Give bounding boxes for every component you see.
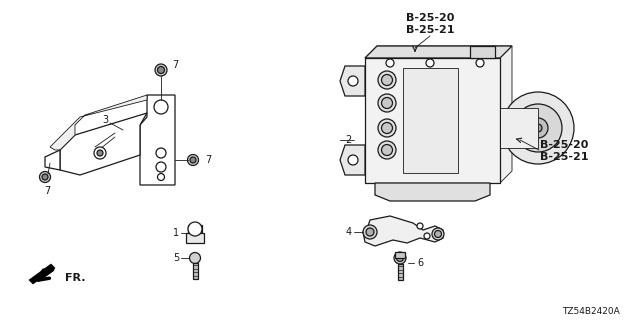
Circle shape: [381, 123, 392, 133]
Text: 6: 6: [417, 258, 423, 268]
Circle shape: [381, 75, 392, 85]
Circle shape: [156, 148, 166, 158]
Polygon shape: [340, 145, 365, 175]
Text: B-25-20: B-25-20: [540, 140, 588, 150]
Text: 3: 3: [102, 115, 108, 125]
Polygon shape: [140, 95, 175, 185]
Text: 7: 7: [44, 186, 50, 196]
Circle shape: [417, 223, 423, 229]
Bar: [470, 46, 495, 58]
Bar: [186, 233, 204, 243]
Circle shape: [188, 222, 202, 236]
Bar: [500, 108, 538, 148]
Circle shape: [94, 147, 106, 159]
Bar: [193, 263, 198, 279]
Circle shape: [154, 100, 168, 114]
Circle shape: [394, 252, 406, 264]
Circle shape: [155, 64, 167, 76]
Circle shape: [378, 94, 396, 112]
Circle shape: [157, 67, 164, 74]
Text: 2: 2: [346, 135, 352, 145]
Text: 5: 5: [173, 253, 179, 263]
Circle shape: [378, 141, 396, 159]
Circle shape: [378, 119, 396, 137]
Circle shape: [190, 157, 196, 163]
Circle shape: [514, 104, 562, 152]
Polygon shape: [365, 46, 512, 183]
Circle shape: [366, 228, 374, 236]
Text: B-25-20: B-25-20: [406, 13, 454, 23]
Text: 4: 4: [346, 227, 352, 237]
Circle shape: [42, 174, 48, 180]
Text: 7: 7: [205, 155, 211, 165]
Circle shape: [476, 59, 484, 67]
Circle shape: [348, 76, 358, 86]
Circle shape: [435, 230, 442, 237]
Text: B-25-21: B-25-21: [406, 25, 454, 35]
Polygon shape: [29, 264, 55, 284]
Polygon shape: [340, 66, 365, 96]
Circle shape: [397, 254, 403, 261]
Circle shape: [528, 118, 548, 138]
Polygon shape: [60, 113, 147, 175]
Polygon shape: [50, 95, 147, 150]
Polygon shape: [363, 216, 443, 246]
Circle shape: [534, 124, 542, 132]
Bar: [395, 252, 405, 258]
Polygon shape: [45, 150, 60, 170]
Circle shape: [157, 173, 164, 180]
Bar: [365, 58, 500, 183]
Circle shape: [426, 59, 434, 67]
Circle shape: [348, 155, 358, 165]
Circle shape: [502, 92, 574, 164]
Bar: [397, 264, 403, 280]
Text: 7: 7: [172, 60, 178, 70]
Bar: [403, 68, 458, 173]
Text: 1: 1: [173, 228, 179, 238]
Circle shape: [378, 71, 396, 89]
Circle shape: [97, 150, 103, 156]
Polygon shape: [375, 183, 490, 201]
Circle shape: [40, 172, 51, 182]
Circle shape: [363, 225, 377, 239]
Text: FR.: FR.: [65, 273, 86, 283]
Bar: [188, 225, 202, 233]
Circle shape: [386, 59, 394, 67]
Text: B-25-21: B-25-21: [540, 152, 589, 162]
Text: TZ54B2420A: TZ54B2420A: [563, 308, 620, 316]
Circle shape: [188, 155, 198, 165]
Circle shape: [381, 145, 392, 156]
Circle shape: [432, 228, 444, 240]
Circle shape: [156, 162, 166, 172]
Circle shape: [189, 252, 200, 263]
Circle shape: [424, 233, 430, 239]
Polygon shape: [365, 46, 512, 58]
Circle shape: [381, 98, 392, 108]
